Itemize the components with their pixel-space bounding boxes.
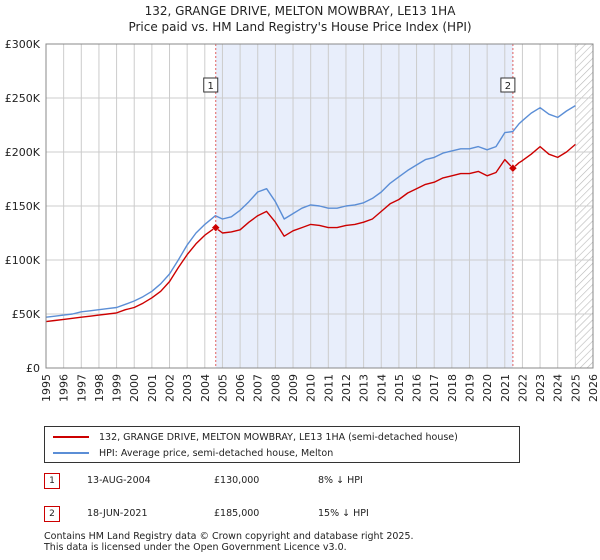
sale-point <box>211 223 221 232</box>
x-tick-label: 2012 <box>340 374 353 402</box>
footer-line-1: Contains HM Land Registry data © Crown c… <box>44 531 414 542</box>
sale-price: £185,000 <box>214 508 260 519</box>
legend-hpi-label: HPI: Average price, semi-detached house,… <box>99 447 334 459</box>
sale-row: 2 18-JUN-2021 £185,000 15% ↓ HPI <box>44 506 464 522</box>
legend: 132, GRANGE DRIVE, MELTON MOWBRAY, LE13 … <box>44 426 520 463</box>
x-tick-label: 2019 <box>463 374 476 402</box>
x-tick-label: 2003 <box>181 374 194 402</box>
y-tick-label: £100K <box>5 254 41 267</box>
sale-label-number: 1 <box>208 81 214 92</box>
x-tick-label: 2008 <box>269 374 282 402</box>
x-tick-label: 2023 <box>534 374 547 402</box>
sale-label-number: 2 <box>505 81 511 92</box>
x-tick-label: 2017 <box>428 374 441 402</box>
x-tick-label: 2007 <box>252 374 265 402</box>
price-chart: 1 2 £0 £50K £100K £150K £200K £250K £300K 1995 19… <box>5 38 600 402</box>
y-tick-label: £0 <box>26 362 40 375</box>
x-tick-label: 2001 <box>146 374 159 402</box>
chart-subtitle: Price paid vs. HM Land Registry's House … <box>128 20 472 34</box>
x-tick-label: 1999 <box>111 374 124 402</box>
sale-date: 13-AUG-2004 <box>87 475 151 486</box>
sale-label-box <box>203 77 219 93</box>
price-series-line <box>46 143 576 323</box>
footer: Contains HM Land Registry data © Crown c… <box>44 531 414 553</box>
x-tick-label: 1998 <box>93 374 106 402</box>
x-tick-label: 2009 <box>287 374 300 402</box>
sale-hpi-diff: 15% ↓ HPI <box>318 508 369 519</box>
sale-badge: 2 <box>44 506 60 522</box>
x-tick-label: 2014 <box>375 374 388 402</box>
sale-row: 1 13-AUG-2004 £130,000 8% ↓ HPI <box>44 473 464 489</box>
x-tick-label: 2005 <box>216 374 229 402</box>
x-tick-label: 2021 <box>499 374 512 402</box>
sale-price: £130,000 <box>214 475 260 486</box>
x-tick-label: 2016 <box>411 374 424 402</box>
sale-date: 18-JUN-2021 <box>87 508 148 519</box>
x-tick-label: 2024 <box>552 374 565 402</box>
sale-point <box>508 163 518 173</box>
chart-title: 132, GRANGE DRIVE, MELTON MOWBRAY, LE13 … <box>144 4 456 18</box>
x-tick-label: 2022 <box>516 374 529 402</box>
x-tick-label: 2015 <box>393 374 406 402</box>
y-tick-label: £150K <box>5 200 41 213</box>
x-tick-label: 2013 <box>358 374 371 402</box>
plot-frame <box>45 43 594 369</box>
footer-line-2: This data is licensed under the Open Gov… <box>44 542 347 553</box>
x-tick-label: 2006 <box>234 374 247 402</box>
x-tick-label: 2020 <box>481 374 494 402</box>
x-tick-label: 2025 <box>569 374 582 402</box>
sale-badge: 1 <box>44 473 60 489</box>
x-tick-label: 2026 <box>587 374 600 402</box>
x-tick-label: 2010 <box>305 374 318 402</box>
legend-item-price: 132, GRANGE DRIVE, MELTON MOWBRAY, LE13 … <box>53 430 458 444</box>
legend-item-hpi: HPI: Average price, semi-detached house,… <box>53 446 333 460</box>
x-tick-label: 2011 <box>322 374 335 402</box>
legend-price-label: 132, GRANGE DRIVE, MELTON MOWBRAY, LE13 … <box>99 431 458 443</box>
x-tick-label: 2018 <box>446 374 459 402</box>
x-tick-label: 1995 <box>40 374 53 402</box>
x-tick-label: 2004 <box>199 374 212 402</box>
y-tick-label: £300K <box>5 38 41 51</box>
legend-hpi-swatch <box>53 452 89 454</box>
y-tick-label: £50K <box>12 308 41 321</box>
hpi-series-line <box>46 105 576 318</box>
x-tick-label: 2002 <box>164 374 177 402</box>
sale-label-box <box>500 77 516 93</box>
x-tick-label: 2000 <box>128 374 141 402</box>
x-tick-label: 1996 <box>58 374 71 402</box>
y-tick-label: £250K <box>5 92 41 105</box>
sale-hpi-diff: 8% ↓ HPI <box>318 475 363 486</box>
y-tick-label: £200K <box>5 146 41 159</box>
legend-price-swatch <box>53 436 89 438</box>
x-tick-label: 1997 <box>75 374 88 402</box>
